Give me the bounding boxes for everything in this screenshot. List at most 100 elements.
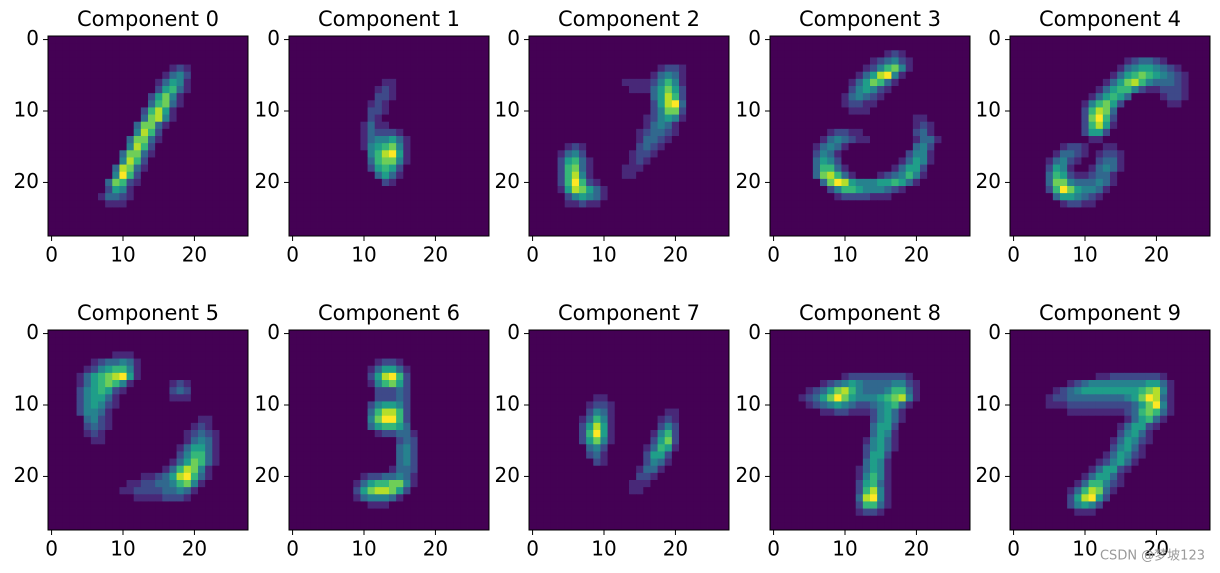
heatmap-cell <box>310 178 318 187</box>
heatmap-cell <box>1052 228 1061 237</box>
heatmap-cell <box>586 228 594 237</box>
heatmap-cell <box>1045 114 1054 123</box>
heatmap-cell <box>396 186 404 194</box>
heatmap-cell <box>934 207 942 215</box>
heatmap-cell <box>133 501 142 509</box>
heatmap-cell <box>1138 121 1147 130</box>
heatmap-cell <box>481 214 490 223</box>
heatmap-cell <box>927 136 935 144</box>
heatmap-cell <box>1102 136 1111 144</box>
heatmap-cell <box>212 114 220 123</box>
heatmap-cell <box>571 171 580 180</box>
heatmap-cell <box>550 57 558 65</box>
heatmap-cell <box>870 150 878 158</box>
heatmap-cell <box>1088 157 1097 165</box>
heatmap-cell <box>98 330 106 338</box>
heatmap-cell <box>453 344 461 352</box>
heatmap-cell <box>557 93 566 101</box>
heatmap-cell <box>600 171 608 180</box>
heatmap-cell <box>657 100 666 108</box>
heatmap-cell <box>657 86 666 94</box>
heatmap-cell <box>226 344 235 352</box>
heatmap-cell <box>176 480 185 488</box>
heatmap-cell <box>240 136 249 144</box>
heatmap-cell <box>714 186 723 194</box>
heatmap-cell <box>820 221 828 230</box>
heatmap-cell <box>962 164 971 173</box>
heatmap-cell <box>389 100 397 108</box>
heatmap-cell <box>1124 36 1132 44</box>
heatmap-cell <box>410 114 418 123</box>
heatmap-cell <box>417 171 426 180</box>
heatmap-cell <box>1167 64 1175 73</box>
heatmap-cell <box>791 221 799 230</box>
heatmap-cell <box>707 157 716 165</box>
heatmap-cell <box>621 221 630 230</box>
heatmap-cell <box>679 200 687 208</box>
heatmap-cell <box>446 86 454 94</box>
heatmap-cell <box>657 150 666 158</box>
heatmap-cell <box>607 107 616 115</box>
heatmap-cell <box>643 71 651 80</box>
heatmap-cell <box>607 150 616 158</box>
heatmap-cell <box>1117 50 1125 58</box>
heatmap-cell <box>1160 178 1168 187</box>
heatmap-cell <box>474 114 483 123</box>
heatmap-cell <box>360 330 368 338</box>
heatmap-cell <box>90 480 99 488</box>
heatmap-cell <box>148 358 156 367</box>
heatmap-cell <box>927 64 935 73</box>
heatmap-cell <box>579 107 587 115</box>
heatmap-cell <box>360 150 368 158</box>
heatmap-cell <box>140 437 149 445</box>
heatmap-cell <box>1117 107 1125 115</box>
heatmap-cell <box>481 178 490 187</box>
heatmap-cell <box>112 57 120 65</box>
heatmap-cell <box>536 86 544 94</box>
heatmap-cell <box>1195 143 1204 151</box>
heatmap-cell <box>1088 228 1097 237</box>
heatmap-cell <box>571 143 580 151</box>
heatmap-cell <box>360 358 368 367</box>
heatmap-cell <box>529 186 537 194</box>
heatmap-cell <box>83 171 92 180</box>
heatmap-cell <box>417 178 426 187</box>
heatmap-cell <box>424 365 433 374</box>
heatmap-cell <box>955 50 964 58</box>
heatmap-cell <box>303 228 311 237</box>
heatmap-cell <box>76 221 85 230</box>
heatmap-cell <box>827 143 835 151</box>
heatmap-cell <box>324 380 333 388</box>
heatmap-cell <box>948 43 957 51</box>
heatmap-cell <box>198 380 206 388</box>
heatmap-cell <box>55 36 63 44</box>
heatmap-cell <box>296 107 304 115</box>
heatmap-cell <box>693 128 701 137</box>
heatmap-cell <box>439 193 447 201</box>
heatmap-cell <box>90 200 99 208</box>
heatmap-cell <box>317 100 326 108</box>
heatmap-cell <box>1045 214 1054 223</box>
heatmap-cell <box>1102 164 1111 173</box>
heatmap-cell <box>571 207 580 215</box>
heatmap-cell <box>98 494 106 502</box>
heatmap-cell <box>410 193 418 201</box>
heatmap-cell <box>884 107 892 115</box>
x-tick-label: 0 <box>286 243 299 267</box>
heatmap-cell <box>62 228 70 237</box>
heatmap-cell <box>1152 228 1161 237</box>
heatmap-cell <box>798 136 807 144</box>
heatmap-cell <box>360 207 368 215</box>
heatmap-cell <box>48 515 56 524</box>
heatmap-cell <box>98 164 106 173</box>
heatmap-cell <box>296 200 304 208</box>
heatmap-cell <box>76 78 85 87</box>
heatmap-cell <box>777 200 785 208</box>
heatmap-cell <box>636 178 644 187</box>
heatmap-cell <box>920 64 928 73</box>
heatmap-cell <box>934 100 942 108</box>
heatmap-cell <box>176 36 185 44</box>
heatmap-cell <box>920 228 928 237</box>
heatmap-cell <box>346 207 354 215</box>
heatmap-cell <box>1167 71 1175 80</box>
